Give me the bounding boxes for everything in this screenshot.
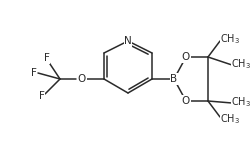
Text: CH$_3$: CH$_3$ — [220, 32, 240, 46]
Text: CH$_3$: CH$_3$ — [231, 57, 250, 71]
Text: B: B — [170, 74, 177, 84]
Text: O: O — [182, 96, 190, 106]
Text: O: O — [182, 52, 190, 62]
Text: F: F — [31, 68, 37, 78]
Text: CH$_3$: CH$_3$ — [220, 112, 240, 126]
Text: N: N — [124, 36, 132, 46]
Text: F: F — [44, 53, 50, 63]
Text: F: F — [39, 91, 45, 101]
Text: O: O — [78, 74, 86, 84]
Text: CH$_3$: CH$_3$ — [231, 95, 250, 109]
